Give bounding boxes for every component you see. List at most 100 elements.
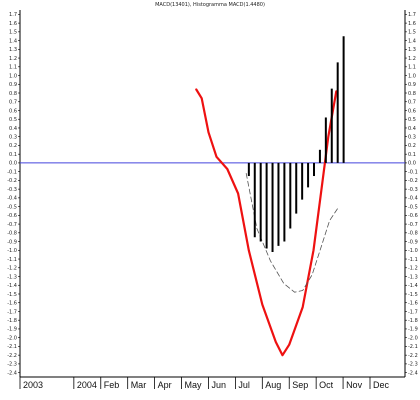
y-tick-label-left: -0.9 <box>7 239 17 245</box>
y-tick-label-left: -0.7 <box>7 222 17 228</box>
y-tick-label-right: 1.4 <box>408 38 416 44</box>
y-tick-label-left: 0.2 <box>9 143 17 149</box>
y-tick-label-left: -1.8 <box>7 318 17 324</box>
y-tick-label-left: -1.6 <box>7 301 17 307</box>
y-tick-label-right: -0.4 <box>408 196 418 202</box>
y-tick-label-left: -2.3 <box>7 362 17 368</box>
y-tick-label-left: 1.6 <box>9 21 17 27</box>
y-tick-label-right: -1.5 <box>408 292 418 298</box>
y-tick-label-right: 0.4 <box>408 126 416 132</box>
y-tick-label-left: -0.2 <box>7 178 17 184</box>
y-tick-label-right: -0.3 <box>408 187 418 193</box>
x-tick-label: 2003 <box>23 380 43 390</box>
x-tick-label: Nov <box>346 380 363 390</box>
y-tick-label-left: -0.1 <box>7 169 17 175</box>
y-tick-label-left: 0.0 <box>9 161 17 167</box>
y-tick-label-left: 1.2 <box>9 56 17 62</box>
y-tick-label-right: -0.6 <box>408 213 418 219</box>
y-tick-label-left: -1.3 <box>7 274 17 280</box>
x-tick-label: Jun <box>211 380 226 390</box>
series-layer <box>195 36 345 357</box>
y-tick-label-right: -1.3 <box>408 274 418 280</box>
y-tick-label-left: -1.7 <box>7 309 17 315</box>
y-tick-label-left: 1.7 <box>9 12 17 18</box>
y-tick-label-right: -1.1 <box>408 257 418 263</box>
y-tick-label-left: 1.0 <box>9 73 17 79</box>
y-tick-label-right: -1.9 <box>408 327 418 333</box>
y-tick-label-left: -2.1 <box>7 344 17 350</box>
y-tick-label-left: -2.0 <box>7 335 17 341</box>
y-axis: 1.7 1.7 1.6 1.6 1.5 1.5 1.4 1.4 1.3 1.3 1.2 1.2 1.1 1… <box>7 12 418 376</box>
x-tick-label: Mar <box>131 380 147 390</box>
macd-line <box>195 88 338 357</box>
y-tick-label-right: 0.9 <box>408 82 416 88</box>
y-tick-label-left: 0.9 <box>9 82 17 88</box>
y-tick-label-right: 0.6 <box>408 108 416 114</box>
y-tick-label-left: 1.5 <box>9 30 17 36</box>
y-tick-label-right: -0.8 <box>408 231 418 237</box>
chart-title: MACD(13401), Histogramma MACD(1.4480) <box>155 2 265 8</box>
y-tick-label-left: -1.0 <box>7 248 17 254</box>
y-tick-label-right: 0.2 <box>408 143 416 149</box>
y-tick-label-left: 1.1 <box>9 65 17 71</box>
y-tick-label-right: -2.3 <box>408 362 418 368</box>
y-tick-label-left: 0.5 <box>9 117 17 123</box>
y-tick-label-left: 0.8 <box>9 91 17 97</box>
x-tick-label: Sep <box>292 380 308 390</box>
x-tick-label: Jul <box>238 380 250 390</box>
x-tick-label: Oct <box>319 380 334 390</box>
y-tick-label-right: 1.5 <box>408 30 416 36</box>
y-tick-label-left: -1.1 <box>7 257 17 263</box>
y-tick-label-right: -1.4 <box>408 283 418 289</box>
y-tick-label-left: 0.3 <box>9 135 17 141</box>
y-tick-label-right: 1.3 <box>408 47 416 53</box>
y-tick-label-right: -1.6 <box>408 301 418 307</box>
y-tick-label-right: 0.0 <box>408 161 416 167</box>
y-tick-label-right: 0.8 <box>408 91 416 97</box>
y-tick-label-left: 0.7 <box>9 100 17 106</box>
y-tick-label-left: 0.6 <box>9 108 17 114</box>
y-tick-label-right: -0.2 <box>408 178 418 184</box>
y-tick-label-left: -1.9 <box>7 327 17 333</box>
y-tick-label-right: 1.0 <box>408 73 416 79</box>
x-tick-label: Apr <box>158 380 172 390</box>
y-tick-label-right: -0.7 <box>408 222 418 228</box>
y-tick-label-left: -1.4 <box>7 283 17 289</box>
y-tick-label-right: 1.6 <box>408 21 416 27</box>
x-tick-label: Dec <box>373 380 390 390</box>
y-tick-label-left: -0.8 <box>7 231 17 237</box>
y-tick-label-right: -0.5 <box>408 204 418 210</box>
y-tick-label-left: -0.4 <box>7 196 17 202</box>
x-tick-label: Feb <box>104 380 120 390</box>
x-tick-label: Aug <box>265 380 281 390</box>
y-tick-label-right: 0.1 <box>408 152 416 158</box>
y-tick-label-right: -1.8 <box>408 318 418 324</box>
y-tick-label-right: 1.2 <box>408 56 416 62</box>
y-tick-label-left: -2.4 <box>7 370 17 376</box>
y-tick-label-right: -2.0 <box>408 335 418 341</box>
x-axis: 2003 2004 Feb Mar Apr May Jun Jul Aug Sep Oct Nov De… <box>19 377 390 390</box>
y-tick-label-right: -1.7 <box>408 309 418 315</box>
y-tick-label-left: -0.3 <box>7 187 17 193</box>
x-tick-label: May <box>185 380 203 390</box>
y-tick-label-left: -2.2 <box>7 353 17 359</box>
y-tick-label-left: 1.4 <box>9 38 17 44</box>
y-tick-label-left: 1.3 <box>9 47 17 53</box>
y-tick-label-right: 0.7 <box>408 100 416 106</box>
y-tick-label-left: 0.1 <box>9 152 17 158</box>
y-tick-label-right: -1.2 <box>408 266 418 272</box>
y-tick-label-right: -2.4 <box>408 370 418 376</box>
y-tick-label-right: 1.7 <box>408 12 416 18</box>
histogram-series <box>247 36 345 253</box>
signal-line <box>245 172 339 293</box>
y-tick-label-right: -0.1 <box>408 169 418 175</box>
y-tick-label-right: -2.1 <box>408 344 418 350</box>
y-tick-label-right: -0.9 <box>408 239 418 245</box>
y-tick-label-left: -0.5 <box>7 204 17 210</box>
y-tick-label-left: 0.4 <box>9 126 17 132</box>
y-tick-label-left: -1.5 <box>7 292 17 298</box>
y-tick-label-left: -0.6 <box>7 213 17 219</box>
plot-frame <box>19 10 406 378</box>
